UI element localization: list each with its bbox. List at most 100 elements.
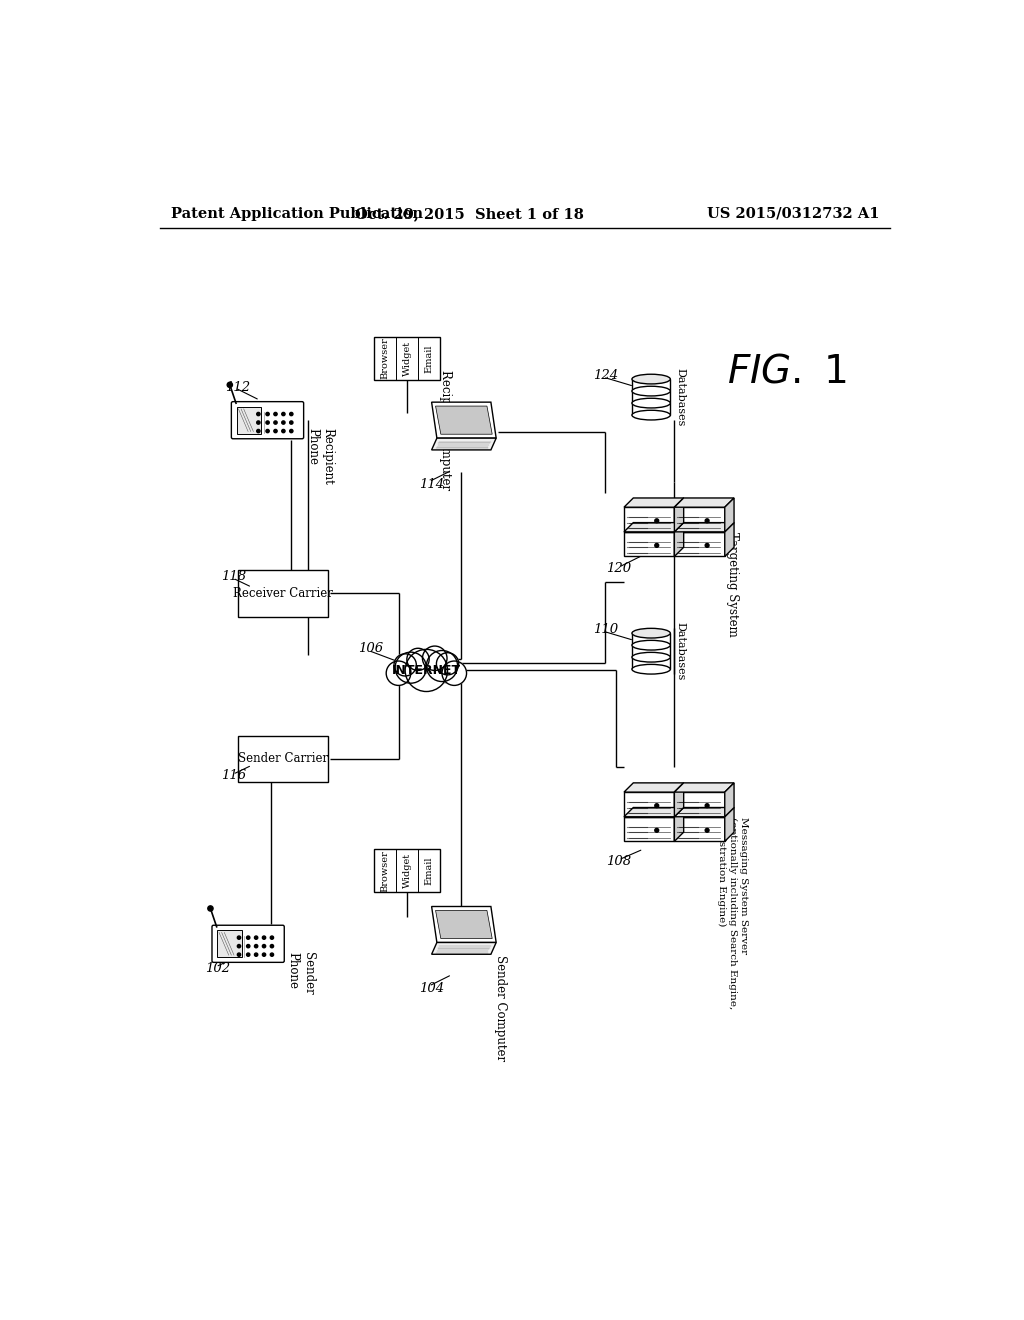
Bar bbox=[675, 792, 725, 817]
Bar bbox=[675, 817, 725, 841]
Ellipse shape bbox=[632, 664, 671, 675]
Bar bbox=[624, 532, 675, 557]
Text: Recipient
Phone: Recipient Phone bbox=[306, 428, 334, 484]
Text: 112: 112 bbox=[225, 381, 250, 395]
Polygon shape bbox=[624, 783, 684, 792]
Ellipse shape bbox=[632, 411, 671, 420]
Text: Widget: Widget bbox=[402, 341, 412, 376]
Circle shape bbox=[262, 945, 265, 948]
Circle shape bbox=[257, 429, 260, 433]
Circle shape bbox=[273, 421, 278, 424]
Polygon shape bbox=[435, 911, 493, 939]
Text: 116: 116 bbox=[221, 770, 246, 783]
Circle shape bbox=[706, 804, 709, 808]
Ellipse shape bbox=[632, 652, 671, 663]
Text: 104: 104 bbox=[419, 982, 443, 995]
Circle shape bbox=[238, 936, 241, 940]
Circle shape bbox=[227, 383, 232, 388]
Circle shape bbox=[255, 945, 258, 948]
Circle shape bbox=[407, 648, 429, 671]
Circle shape bbox=[406, 649, 447, 692]
Polygon shape bbox=[624, 523, 684, 532]
Polygon shape bbox=[675, 808, 734, 817]
Polygon shape bbox=[675, 783, 684, 817]
Circle shape bbox=[273, 429, 278, 433]
Polygon shape bbox=[675, 783, 734, 792]
Circle shape bbox=[282, 421, 285, 424]
Circle shape bbox=[386, 661, 411, 685]
Text: 110: 110 bbox=[593, 623, 618, 636]
Ellipse shape bbox=[632, 375, 671, 384]
Polygon shape bbox=[725, 783, 734, 817]
Text: Browser: Browser bbox=[381, 338, 389, 379]
Text: Databases: Databases bbox=[676, 368, 686, 426]
Text: 102: 102 bbox=[206, 962, 230, 975]
Text: Receiver Carrier: Receiver Carrier bbox=[233, 587, 333, 601]
Polygon shape bbox=[675, 808, 684, 841]
Circle shape bbox=[282, 412, 285, 416]
Circle shape bbox=[423, 645, 447, 671]
Polygon shape bbox=[725, 808, 734, 841]
Polygon shape bbox=[675, 498, 684, 532]
Circle shape bbox=[290, 412, 293, 416]
Text: 120: 120 bbox=[606, 562, 632, 576]
Circle shape bbox=[654, 519, 658, 523]
Polygon shape bbox=[675, 523, 734, 532]
Polygon shape bbox=[431, 942, 497, 954]
Circle shape bbox=[273, 412, 278, 416]
Circle shape bbox=[266, 429, 269, 433]
Circle shape bbox=[706, 829, 709, 832]
Bar bbox=[624, 507, 675, 532]
Circle shape bbox=[395, 652, 426, 684]
Polygon shape bbox=[431, 403, 497, 438]
Text: Email: Email bbox=[425, 857, 433, 884]
Text: Recipient Computer: Recipient Computer bbox=[439, 370, 453, 490]
Text: Widget: Widget bbox=[402, 853, 412, 888]
Text: Email: Email bbox=[425, 345, 433, 372]
Bar bbox=[632, 634, 671, 669]
Polygon shape bbox=[435, 407, 493, 434]
Circle shape bbox=[208, 906, 213, 911]
Bar bbox=[624, 792, 675, 817]
Circle shape bbox=[290, 421, 293, 424]
Bar bbox=[675, 507, 725, 532]
Bar bbox=[632, 379, 671, 414]
Polygon shape bbox=[675, 498, 734, 507]
Ellipse shape bbox=[632, 399, 671, 408]
FancyBboxPatch shape bbox=[231, 401, 304, 438]
Text: 106: 106 bbox=[358, 643, 383, 656]
Text: Oct. 29, 2015  Sheet 1 of 18: Oct. 29, 2015 Sheet 1 of 18 bbox=[354, 207, 584, 220]
Circle shape bbox=[255, 953, 258, 956]
Circle shape bbox=[270, 936, 273, 940]
Circle shape bbox=[282, 429, 285, 433]
Text: Browser: Browser bbox=[381, 850, 389, 891]
Bar bbox=[239, 570, 328, 616]
Polygon shape bbox=[624, 498, 684, 507]
Circle shape bbox=[706, 544, 709, 548]
Circle shape bbox=[247, 936, 250, 940]
Circle shape bbox=[266, 421, 269, 424]
Ellipse shape bbox=[632, 628, 671, 638]
Text: 118: 118 bbox=[221, 570, 246, 583]
Text: 108: 108 bbox=[606, 855, 632, 869]
Text: 124: 124 bbox=[593, 370, 618, 381]
Circle shape bbox=[238, 945, 241, 948]
FancyBboxPatch shape bbox=[212, 925, 285, 962]
Circle shape bbox=[238, 953, 241, 956]
Circle shape bbox=[436, 652, 459, 675]
Polygon shape bbox=[624, 808, 684, 817]
Ellipse shape bbox=[632, 387, 671, 396]
Bar bbox=[237, 407, 261, 434]
Text: Messaging System Server
(optionally including Search Engine,
Registration Engine: Messaging System Server (optionally incl… bbox=[718, 817, 748, 1008]
Circle shape bbox=[266, 412, 269, 416]
Bar bbox=[624, 817, 675, 841]
Circle shape bbox=[257, 412, 260, 416]
Circle shape bbox=[262, 953, 265, 956]
Circle shape bbox=[654, 804, 658, 808]
Text: Databases: Databases bbox=[676, 622, 686, 680]
Text: Sender Carrier: Sender Carrier bbox=[238, 752, 328, 766]
Ellipse shape bbox=[632, 640, 671, 649]
Circle shape bbox=[255, 936, 258, 940]
Text: $\mathit{FIG.\ 1}$: $\mathit{FIG.\ 1}$ bbox=[727, 354, 847, 391]
Bar bbox=[217, 931, 242, 957]
